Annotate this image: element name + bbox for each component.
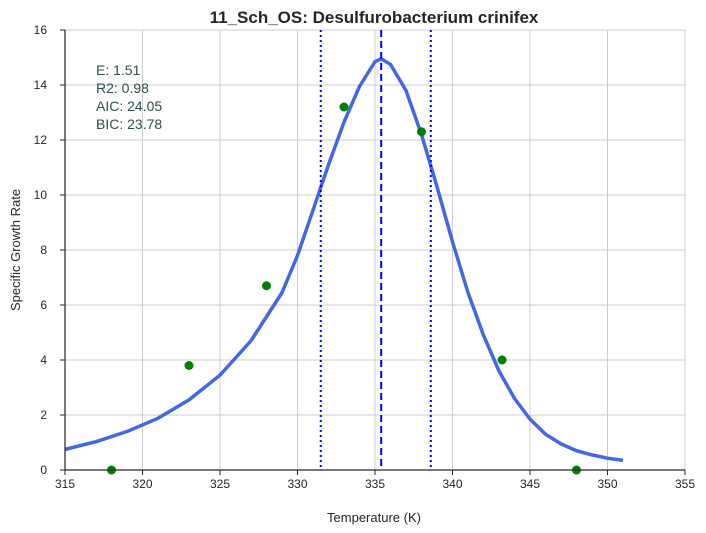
fit-statistics: E: 1.51 R2: 0.98 AIC: 24.05 BIC: 23.78 (96, 62, 162, 132)
y-tick-label: 8 (40, 243, 47, 257)
y-tick-label: 6 (40, 298, 47, 312)
x-tick-label: 335 (365, 477, 385, 491)
x-axis-label: Temperature (K) (327, 510, 421, 525)
y-axis-label: Specific Growth Rate (8, 189, 23, 311)
x-tick-label: 340 (442, 477, 462, 491)
data-point (339, 102, 349, 112)
y-tick-label: 16 (34, 23, 48, 37)
x-tick-label: 330 (287, 477, 307, 491)
y-tick-label: 12 (34, 133, 48, 147)
data-point (417, 127, 426, 137)
data-point (184, 361, 194, 370)
fit-curve-layer (64, 57, 624, 463)
x-tick-label: 320 (132, 477, 152, 491)
y-tick-label: 0 (40, 463, 47, 477)
x-tick-label: 325 (210, 477, 230, 491)
y-tick-labels: 0 2 4 6 8 10 12 14 16 (34, 23, 48, 477)
grid (64, 29, 686, 471)
x-tick-label: 345 (520, 477, 540, 491)
fit-stat-line: R2: 0.98 (96, 80, 149, 96)
vertical-lines (319, 30, 432, 470)
x-tick-label: 355 (675, 477, 695, 491)
y-tick-label: 14 (34, 78, 48, 92)
data-point (497, 355, 507, 365)
x-tick-label: 315 (55, 477, 75, 491)
y-tick-label: 10 (34, 188, 48, 202)
y-tick-label: 4 (40, 353, 47, 367)
y-tick-label: 2 (40, 408, 47, 422)
data-point (262, 281, 271, 291)
x-tick-labels: 315 320 325 330 335 340 345 350 355 (55, 477, 695, 491)
fit-stat-line: E: 1.51 (96, 62, 141, 78)
data-points (107, 102, 581, 475)
fit-curve (64, 57, 624, 463)
axes (60, 29, 686, 475)
fit-stat-line: BIC: 23.78 (96, 116, 162, 132)
x-tick-label: 350 (597, 477, 617, 491)
chart-title: 11_Sch_OS: Desulfurobacterium crinifex (210, 8, 539, 27)
fit-stat-line: AIC: 24.05 (96, 98, 162, 114)
